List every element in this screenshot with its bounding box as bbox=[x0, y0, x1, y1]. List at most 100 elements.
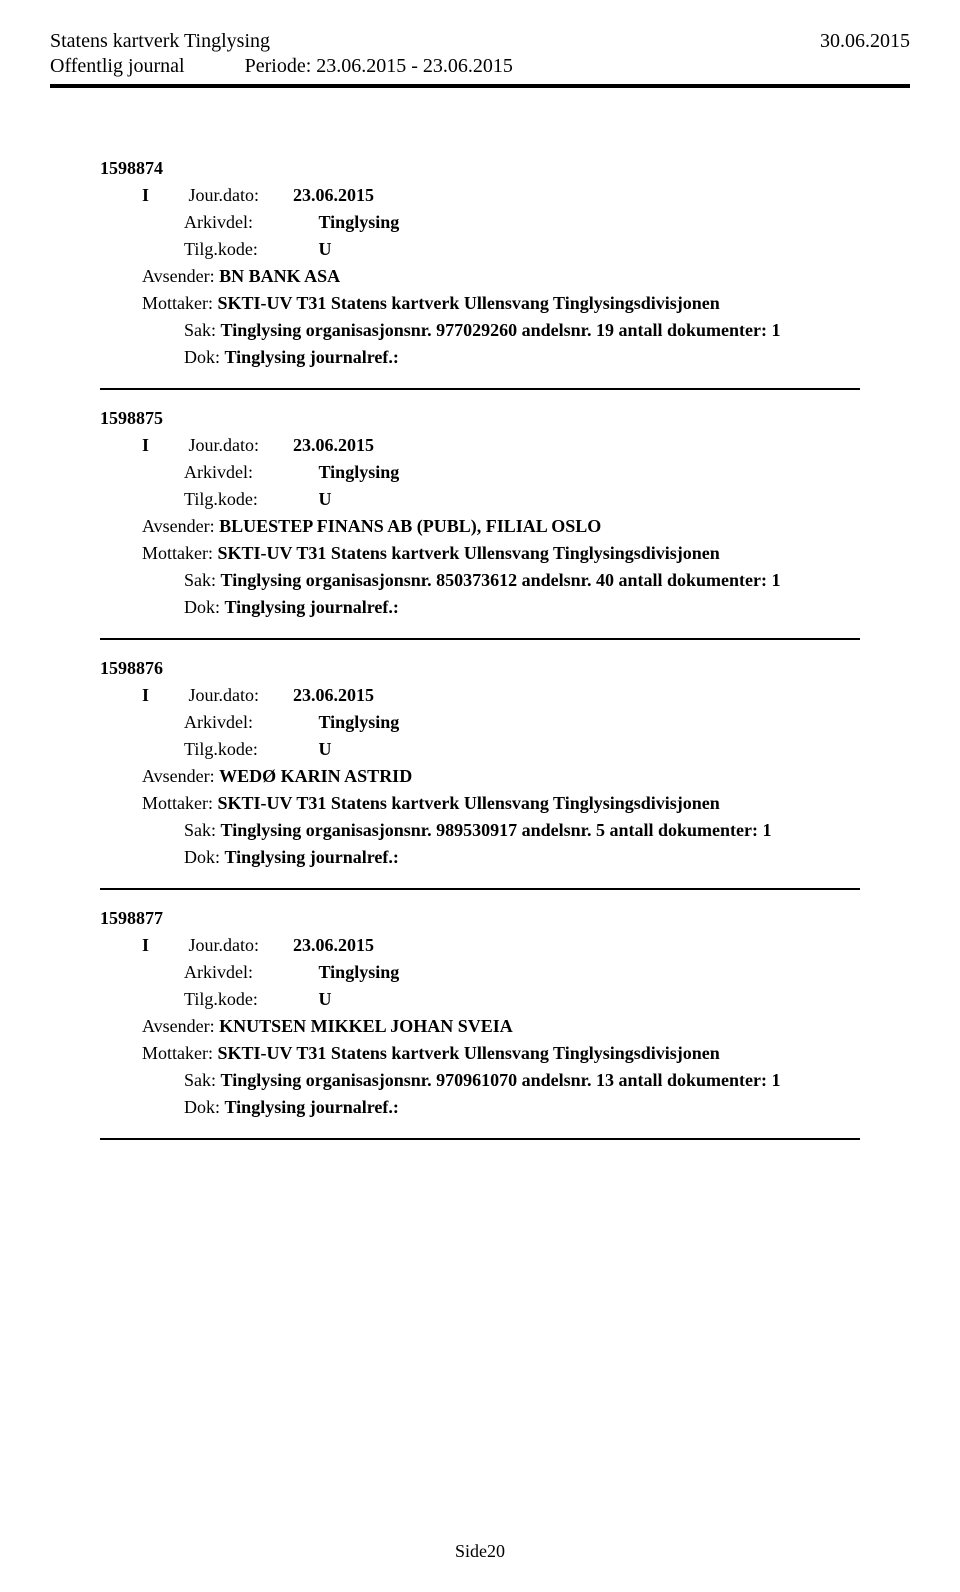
dok-line: Dok: Tinglysing journalref.: bbox=[184, 347, 910, 368]
journal-entry: 1598876 I Jour.dato: 23.06.2015 Arkivdel… bbox=[50, 658, 910, 868]
dok-label: Dok: bbox=[184, 847, 220, 867]
header-date: 30.06.2015 bbox=[820, 30, 910, 78]
dok-label: Dok: bbox=[184, 347, 220, 367]
entries: 1598874 I Jour.dato: 23.06.2015 Arkivdel… bbox=[50, 158, 910, 1140]
arkivdel-label: Arkivdel: bbox=[184, 962, 314, 983]
tilgkode-label: Tilg.kode: bbox=[184, 239, 314, 260]
sak-label: Sak: bbox=[184, 1070, 216, 1090]
page-footer: Side20 bbox=[0, 1541, 960, 1562]
entry-direction: I bbox=[142, 435, 184, 456]
jourdato-value: 23.06.2015 bbox=[293, 685, 374, 705]
arkivdel-value: Tinglysing bbox=[319, 212, 400, 232]
sak-line: Sak: Tinglysing organisasjonsnr. 9770292… bbox=[184, 320, 910, 341]
sak-value: Tinglysing organisasjonsnr. 977029260 an… bbox=[221, 320, 781, 340]
jourdato-label: Jour.dato: bbox=[189, 185, 289, 206]
tilgkode-label: Tilg.kode: bbox=[184, 739, 314, 760]
avsender-label: Avsender: bbox=[142, 266, 215, 286]
tilgkode-value: U bbox=[319, 739, 332, 759]
arkivdel-value: Tinglysing bbox=[319, 712, 400, 732]
mottaker-label: Mottaker: bbox=[142, 1043, 213, 1063]
journal-entry: 1598874 I Jour.dato: 23.06.2015 Arkivdel… bbox=[50, 158, 910, 368]
sak-value: Tinglysing organisasjonsnr. 970961070 an… bbox=[221, 1070, 781, 1090]
sak-line: Sak: Tinglysing organisasjonsnr. 9709610… bbox=[184, 1070, 910, 1091]
tilgkode-label: Tilg.kode: bbox=[184, 489, 314, 510]
avsender-line: Avsender: BN BANK ASA bbox=[142, 266, 910, 287]
sak-label: Sak: bbox=[184, 320, 216, 340]
sak-label: Sak: bbox=[184, 570, 216, 590]
dok-value: Tinglysing journalref.: bbox=[225, 597, 399, 617]
tilgkode-line: Tilg.kode: U bbox=[184, 989, 910, 1010]
dok-value: Tinglysing journalref.: bbox=[225, 347, 399, 367]
jourdato-value: 23.06.2015 bbox=[293, 435, 374, 455]
entry-id: 1598875 bbox=[100, 408, 910, 429]
sak-line: Sak: Tinglysing organisasjonsnr. 8503736… bbox=[184, 570, 910, 591]
tilgkode-value: U bbox=[319, 239, 332, 259]
entry-separator bbox=[100, 1138, 860, 1140]
mottaker-label: Mottaker: bbox=[142, 543, 213, 563]
avsender-value: KNUTSEN MIKKEL JOHAN SVEIA bbox=[219, 1016, 513, 1036]
avsender-value: BN BANK ASA bbox=[219, 266, 340, 286]
tilgkode-line: Tilg.kode: U bbox=[184, 239, 910, 260]
tilgkode-line: Tilg.kode: U bbox=[184, 739, 910, 760]
avsender-line: Avsender: KNUTSEN MIKKEL JOHAN SVEIA bbox=[142, 1016, 910, 1037]
dok-line: Dok: Tinglysing journalref.: bbox=[184, 1097, 910, 1118]
avsender-label: Avsender: bbox=[142, 1016, 215, 1036]
entry-separator bbox=[100, 638, 860, 640]
tilgkode-value: U bbox=[319, 989, 332, 1009]
jourdato-value: 23.06.2015 bbox=[293, 935, 374, 955]
entry-separator bbox=[100, 888, 860, 890]
tilgkode-value: U bbox=[319, 489, 332, 509]
journal-subtitle: Offentlig journal bbox=[50, 55, 185, 78]
mottaker-line: Mottaker: SKTI-UV T31 Statens kartverk U… bbox=[142, 1043, 910, 1064]
header-left: Statens kartverk Tinglysing Offentlig jo… bbox=[50, 30, 513, 78]
avsender-value: WEDØ KARIN ASTRID bbox=[219, 766, 412, 786]
entry-direction: I bbox=[142, 685, 184, 706]
avsender-value: BLUESTEP FINANS AB (PUBL), FILIAL OSLO bbox=[219, 516, 601, 536]
period-label: Periode: 23.06.2015 - 23.06.2015 bbox=[245, 55, 513, 78]
entry-jourdato-line: I Jour.dato: 23.06.2015 bbox=[142, 685, 910, 706]
avsender-label: Avsender: bbox=[142, 766, 215, 786]
mottaker-label: Mottaker: bbox=[142, 793, 213, 813]
tilgkode-label: Tilg.kode: bbox=[184, 989, 314, 1010]
dok-value: Tinglysing journalref.: bbox=[225, 1097, 399, 1117]
arkivdel-label: Arkivdel: bbox=[184, 712, 314, 733]
dok-line: Dok: Tinglysing journalref.: bbox=[184, 597, 910, 618]
sak-value: Tinglysing organisasjonsnr. 850373612 an… bbox=[221, 570, 781, 590]
mottaker-line: Mottaker: SKTI-UV T31 Statens kartverk U… bbox=[142, 793, 910, 814]
jourdato-label: Jour.dato: bbox=[189, 935, 289, 956]
header-row2: Offentlig journal Periode: 23.06.2015 - … bbox=[50, 55, 513, 78]
entry-direction: I bbox=[142, 935, 184, 956]
entry-direction: I bbox=[142, 185, 184, 206]
arkivdel-value: Tinglysing bbox=[319, 462, 400, 482]
avsender-line: Avsender: BLUESTEP FINANS AB (PUBL), FIL… bbox=[142, 516, 910, 537]
entry-id: 1598877 bbox=[100, 908, 910, 929]
arkivdel-label: Arkivdel: bbox=[184, 462, 314, 483]
arkivdel-line: Arkivdel: Tinglysing bbox=[184, 212, 910, 233]
arkivdel-label: Arkivdel: bbox=[184, 212, 314, 233]
entry-id: 1598876 bbox=[100, 658, 910, 679]
entry-separator bbox=[100, 388, 860, 390]
mottaker-value: SKTI-UV T31 Statens kartverk Ullensvang … bbox=[217, 1043, 719, 1063]
entry-id: 1598874 bbox=[100, 158, 910, 179]
journal-entry: 1598875 I Jour.dato: 23.06.2015 Arkivdel… bbox=[50, 408, 910, 618]
arkivdel-value: Tinglysing bbox=[319, 962, 400, 982]
tilgkode-line: Tilg.kode: U bbox=[184, 489, 910, 510]
org-title: Statens kartverk Tinglysing bbox=[50, 30, 513, 53]
entry-jourdato-line: I Jour.dato: 23.06.2015 bbox=[142, 935, 910, 956]
dok-label: Dok: bbox=[184, 597, 220, 617]
mottaker-line: Mottaker: SKTI-UV T31 Statens kartverk U… bbox=[142, 543, 910, 564]
jourdato-value: 23.06.2015 bbox=[293, 185, 374, 205]
sak-line: Sak: Tinglysing organisasjonsnr. 9895309… bbox=[184, 820, 910, 841]
dok-value: Tinglysing journalref.: bbox=[225, 847, 399, 867]
avsender-line: Avsender: WEDØ KARIN ASTRID bbox=[142, 766, 910, 787]
page-number: Side20 bbox=[455, 1541, 505, 1561]
arkivdel-line: Arkivdel: Tinglysing bbox=[184, 712, 910, 733]
sak-value: Tinglysing organisasjonsnr. 989530917 an… bbox=[221, 820, 772, 840]
arkivdel-line: Arkivdel: Tinglysing bbox=[184, 962, 910, 983]
mottaker-label: Mottaker: bbox=[142, 293, 213, 313]
mottaker-value: SKTI-UV T31 Statens kartverk Ullensvang … bbox=[217, 793, 719, 813]
sak-label: Sak: bbox=[184, 820, 216, 840]
header-rule bbox=[50, 84, 910, 88]
avsender-label: Avsender: bbox=[142, 516, 215, 536]
arkivdel-line: Arkivdel: Tinglysing bbox=[184, 462, 910, 483]
